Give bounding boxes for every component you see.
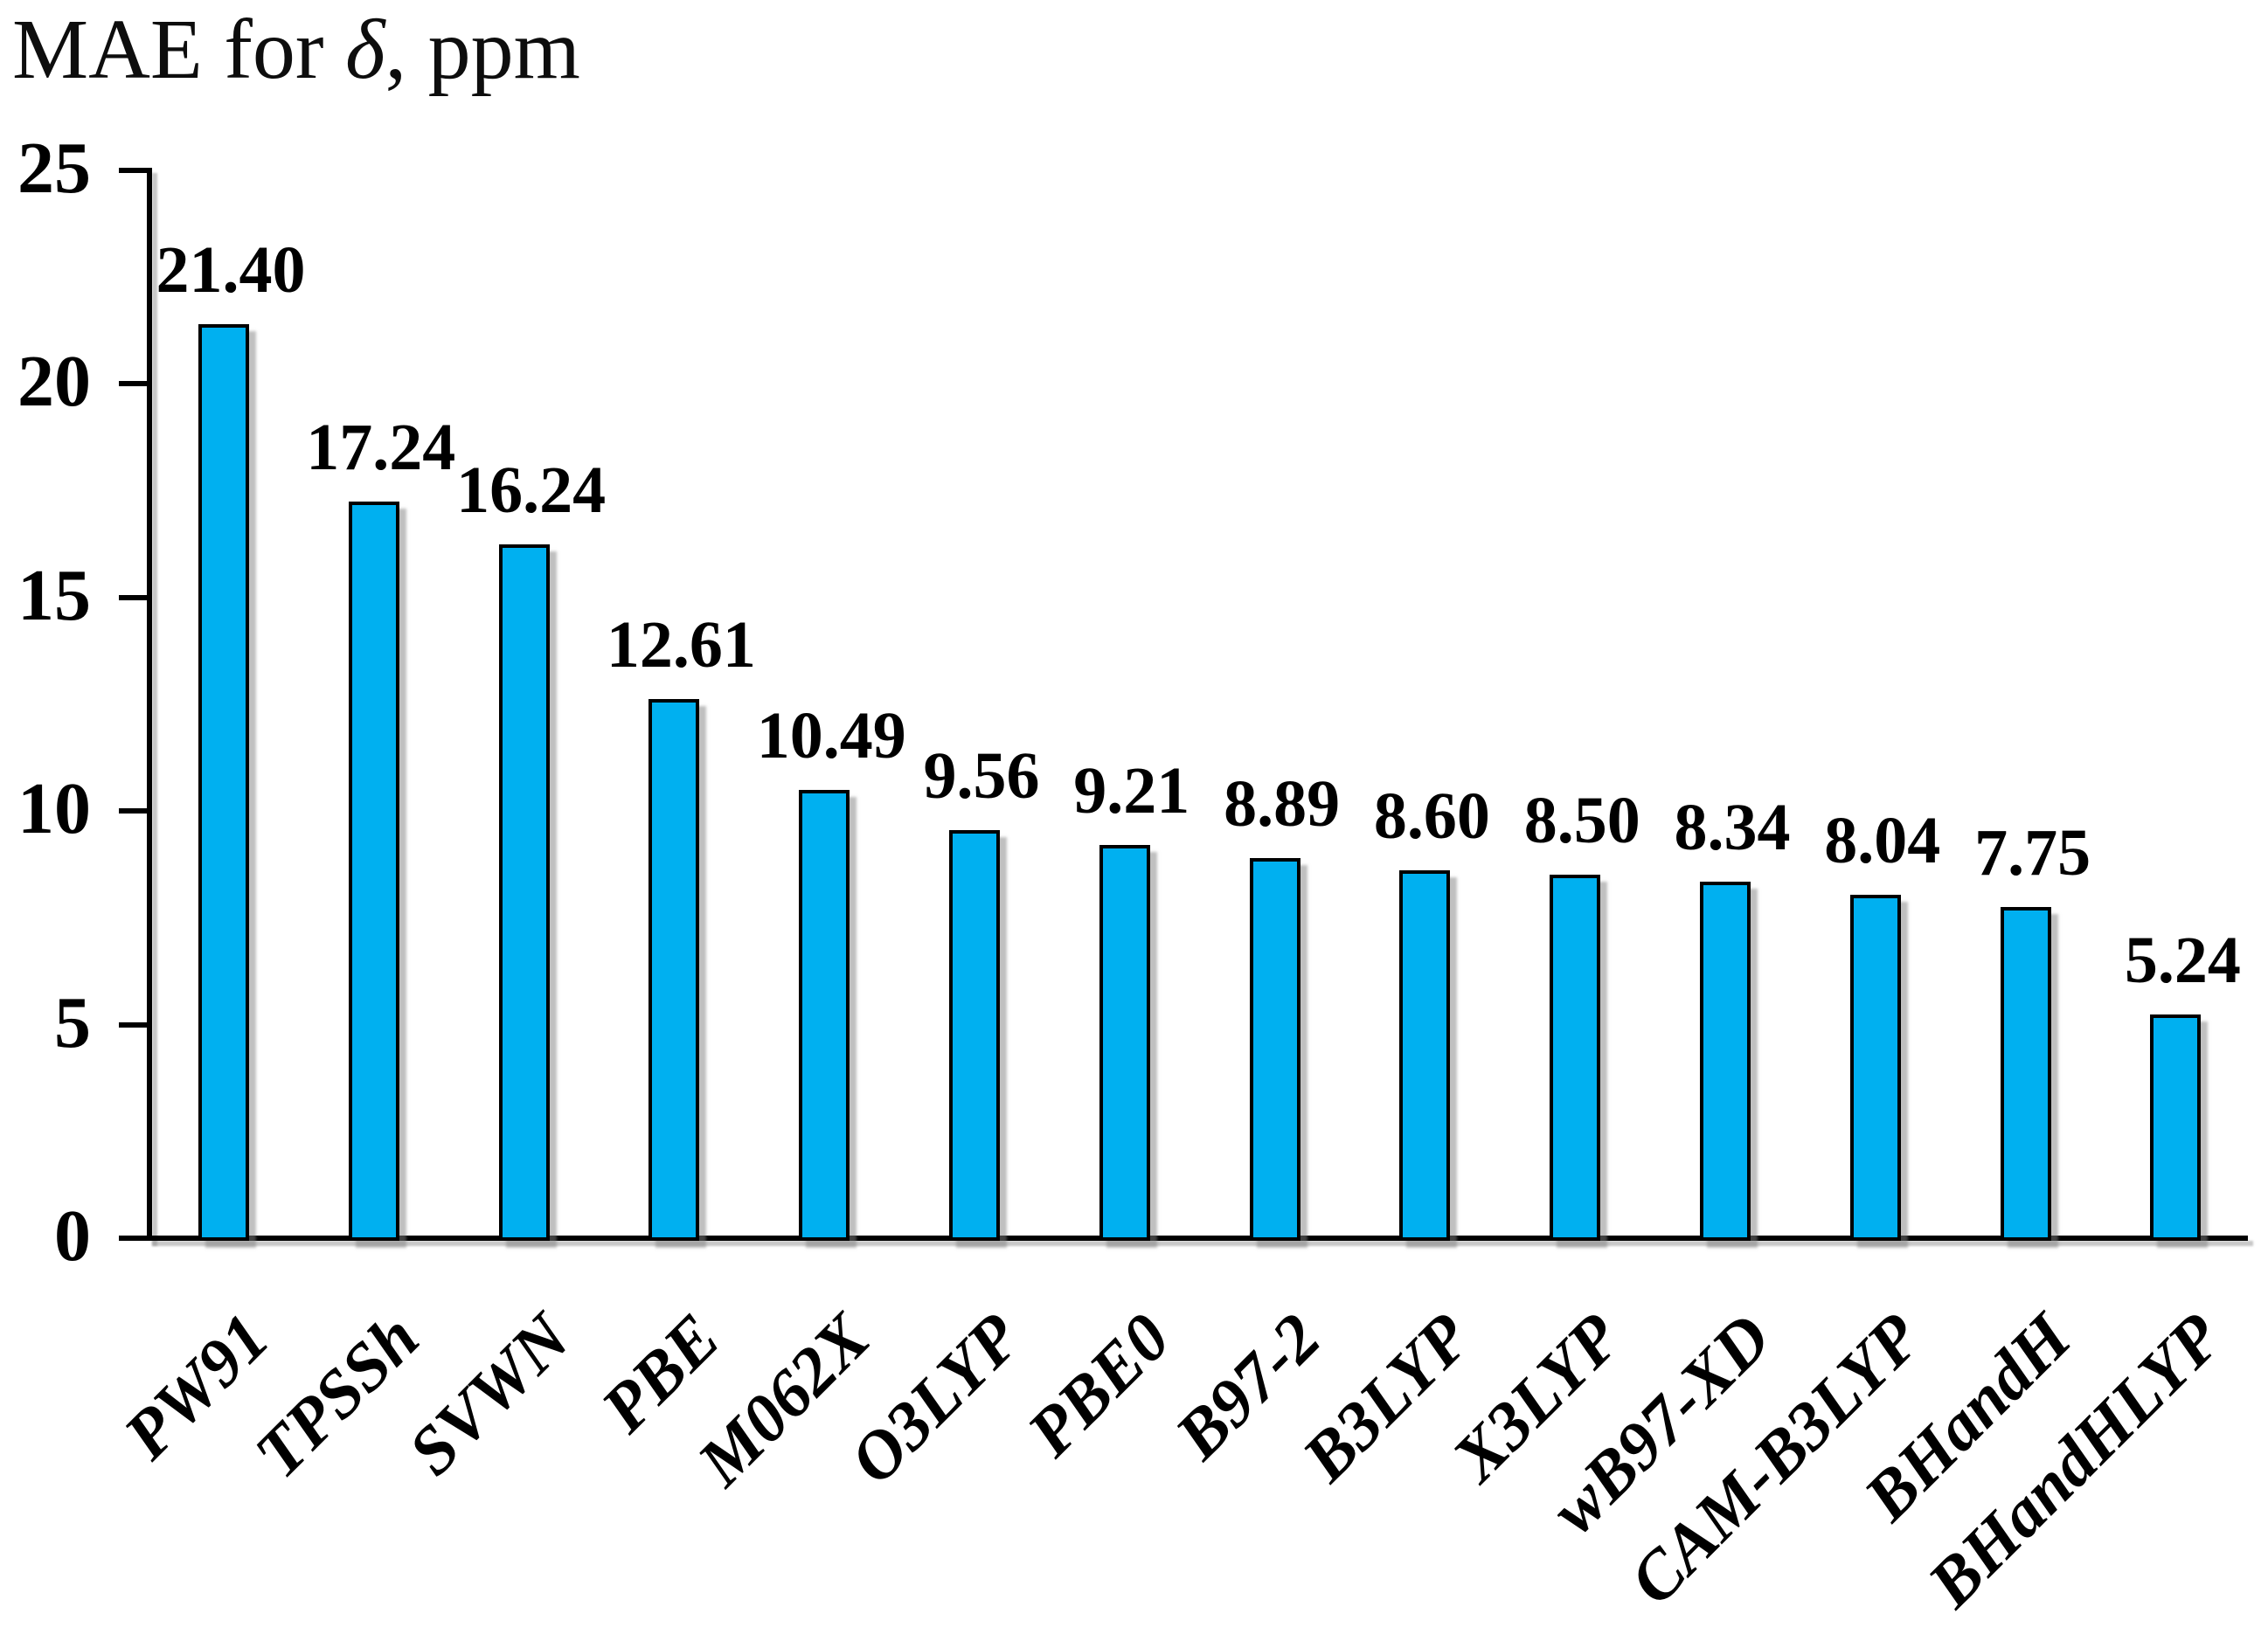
y-axis-tick-label: 5: [54, 981, 91, 1063]
bar: [648, 699, 700, 1241]
bar: [1399, 870, 1451, 1241]
bar: [198, 323, 249, 1241]
delta-symbol: δ ˜: [345, 0, 387, 95]
y-axis-tick: [119, 167, 147, 173]
y-axis-tick: [119, 1021, 147, 1028]
bar-value-label: 5.24: [2124, 923, 2241, 997]
bar-value-label: 8.50: [1523, 784, 1640, 858]
bar-value-label: 8.34: [1674, 791, 1791, 865]
chart-title-suffix: , ppm: [385, 3, 580, 97]
bar-value-label: 8.04: [1824, 803, 1941, 877]
bar: [498, 544, 550, 1241]
x-axis-category-label: SVWN: [392, 1298, 584, 1490]
bar-value-label: 7.75: [1974, 816, 2091, 890]
bar: [949, 829, 1000, 1241]
bar: [1249, 858, 1300, 1241]
bar: [1700, 882, 1751, 1241]
x-axis-line: [147, 1236, 2248, 1241]
bar: [2000, 907, 2051, 1241]
bar-value-label: 17.24: [306, 410, 456, 484]
bar-value-label: 21.40: [156, 232, 306, 307]
x-axis-category-label: PBE0: [1012, 1298, 1184, 1471]
y-axis-tick: [119, 1236, 147, 1241]
bar: [348, 501, 399, 1241]
chart-title: MAE for δ ˜, ppm: [12, 0, 580, 97]
x-axis-category-label: O3LYP: [835, 1298, 1034, 1499]
bar: [1550, 875, 1601, 1241]
y-axis-tick-label: 25: [17, 127, 91, 209]
bar-value-label: 16.24: [456, 453, 607, 527]
y-axis-tick: [119, 381, 147, 386]
bar-value-label: 12.61: [606, 608, 756, 682]
bar: [799, 790, 850, 1241]
bar-value-label: 9.56: [923, 738, 1040, 813]
y-axis-tick-label: 15: [17, 554, 91, 636]
y-axis-tick: [119, 594, 147, 600]
y-axis-tick-label: 0: [54, 1195, 91, 1277]
y-axis-tick: [119, 808, 147, 814]
bar-value-label: 9.21: [1073, 753, 1190, 827]
y-axis-tick-label: 10: [17, 768, 91, 849]
x-axis-category-label: TPSSh: [239, 1298, 433, 1492]
tilde-accent: ˜: [364, 0, 388, 51]
bar: [1099, 844, 1150, 1241]
bar-value-label: 10.49: [756, 699, 906, 773]
bar: [2150, 1014, 2202, 1241]
bar-value-label: 8.60: [1373, 779, 1490, 854]
x-axis-category-label: B3LYP: [1287, 1298, 1485, 1496]
y-axis-tick-label: 20: [17, 341, 91, 422]
bar: [1849, 894, 1901, 1241]
x-axis-category-label: M062X: [683, 1298, 884, 1500]
bar-value-label: 8.89: [1224, 767, 1341, 841]
y-axis-line: [147, 168, 152, 1241]
chart-title-prefix: MAE for: [12, 3, 346, 97]
